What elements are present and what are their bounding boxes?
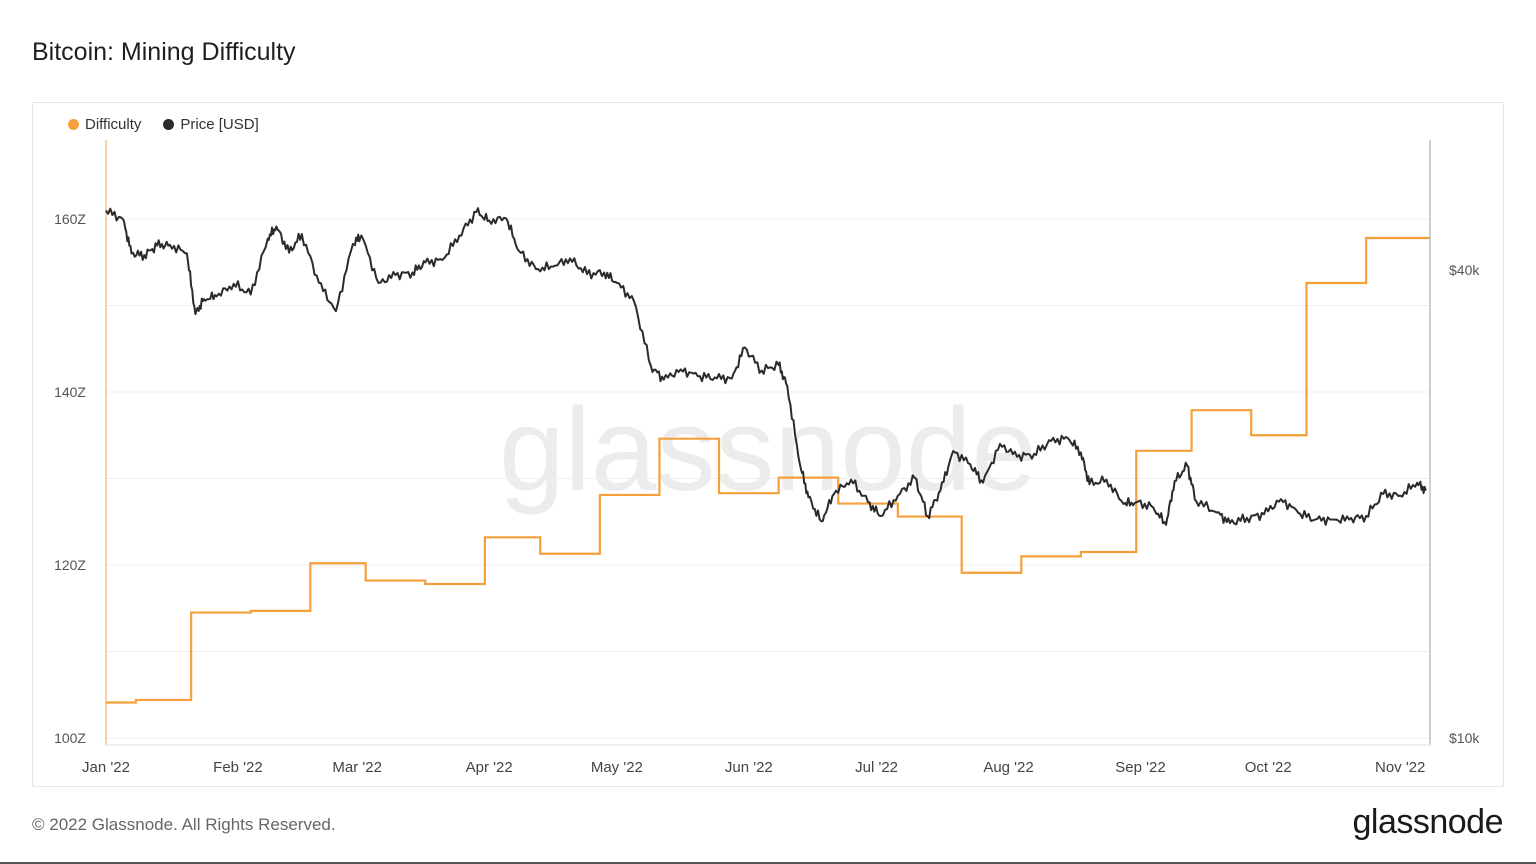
legend-label-price: Price [USD] [180, 116, 259, 133]
y-left-tick-label: 100Z [54, 730, 86, 746]
legend-dot-difficulty [68, 119, 79, 130]
x-tick-label: Oct '22 [1245, 759, 1292, 776]
x-tick-label: Jun '22 [725, 759, 773, 776]
copyright-text: © 2022 Glassnode. All Rights Reserved. [32, 815, 336, 834]
x-tick-label: Jan '22 [82, 759, 130, 776]
watermark-text: glassnode [499, 384, 1037, 516]
x-tick-label: Mar '22 [332, 759, 382, 776]
legend-dot-price [163, 119, 175, 130]
glassnode-logo[interactable]: glassnode [1352, 803, 1503, 841]
x-tick-label: May '22 [591, 759, 643, 776]
series-group [105, 207, 1430, 704]
price-line [105, 207, 1427, 526]
bottom-divider [0, 862, 1536, 864]
x-tick-label: Apr '22 [466, 759, 513, 776]
x-tick-label: Nov '22 [1375, 759, 1425, 776]
grid-lines [106, 218, 1430, 739]
x-tick-label: Jul '22 [855, 759, 898, 776]
difficulty-line [106, 236, 1430, 704]
x-tick-label: Sep '22 [1115, 759, 1165, 776]
y-right-tick-label: $10k [1449, 730, 1480, 746]
chart-title: Bitcoin: Mining Difficulty [32, 38, 296, 66]
legend-label-difficulty: Difficulty [85, 116, 142, 133]
legend-item-price[interactable]: Price [USD] [163, 116, 259, 133]
chart-legend: Difficulty Price [USD] [68, 116, 259, 133]
chart-panel [32, 102, 1504, 787]
legend-item-difficulty[interactable]: Difficulty [68, 116, 141, 133]
y-left-tick-label: 140Z [54, 384, 86, 400]
y-left-tick-label: 120Z [54, 557, 86, 573]
x-tick-label: Feb '22 [213, 759, 263, 776]
axes [105, 140, 1431, 746]
axis-labels: 100Z 120Z 140Z 160Z $10k $40k Jan '22 Feb '22 Ma… [54, 211, 1480, 776]
y-right-tick-label: $40k [1449, 262, 1480, 278]
y-left-tick-label: 160Z [54, 211, 86, 227]
x-tick-label: Aug '22 [983, 759, 1033, 776]
